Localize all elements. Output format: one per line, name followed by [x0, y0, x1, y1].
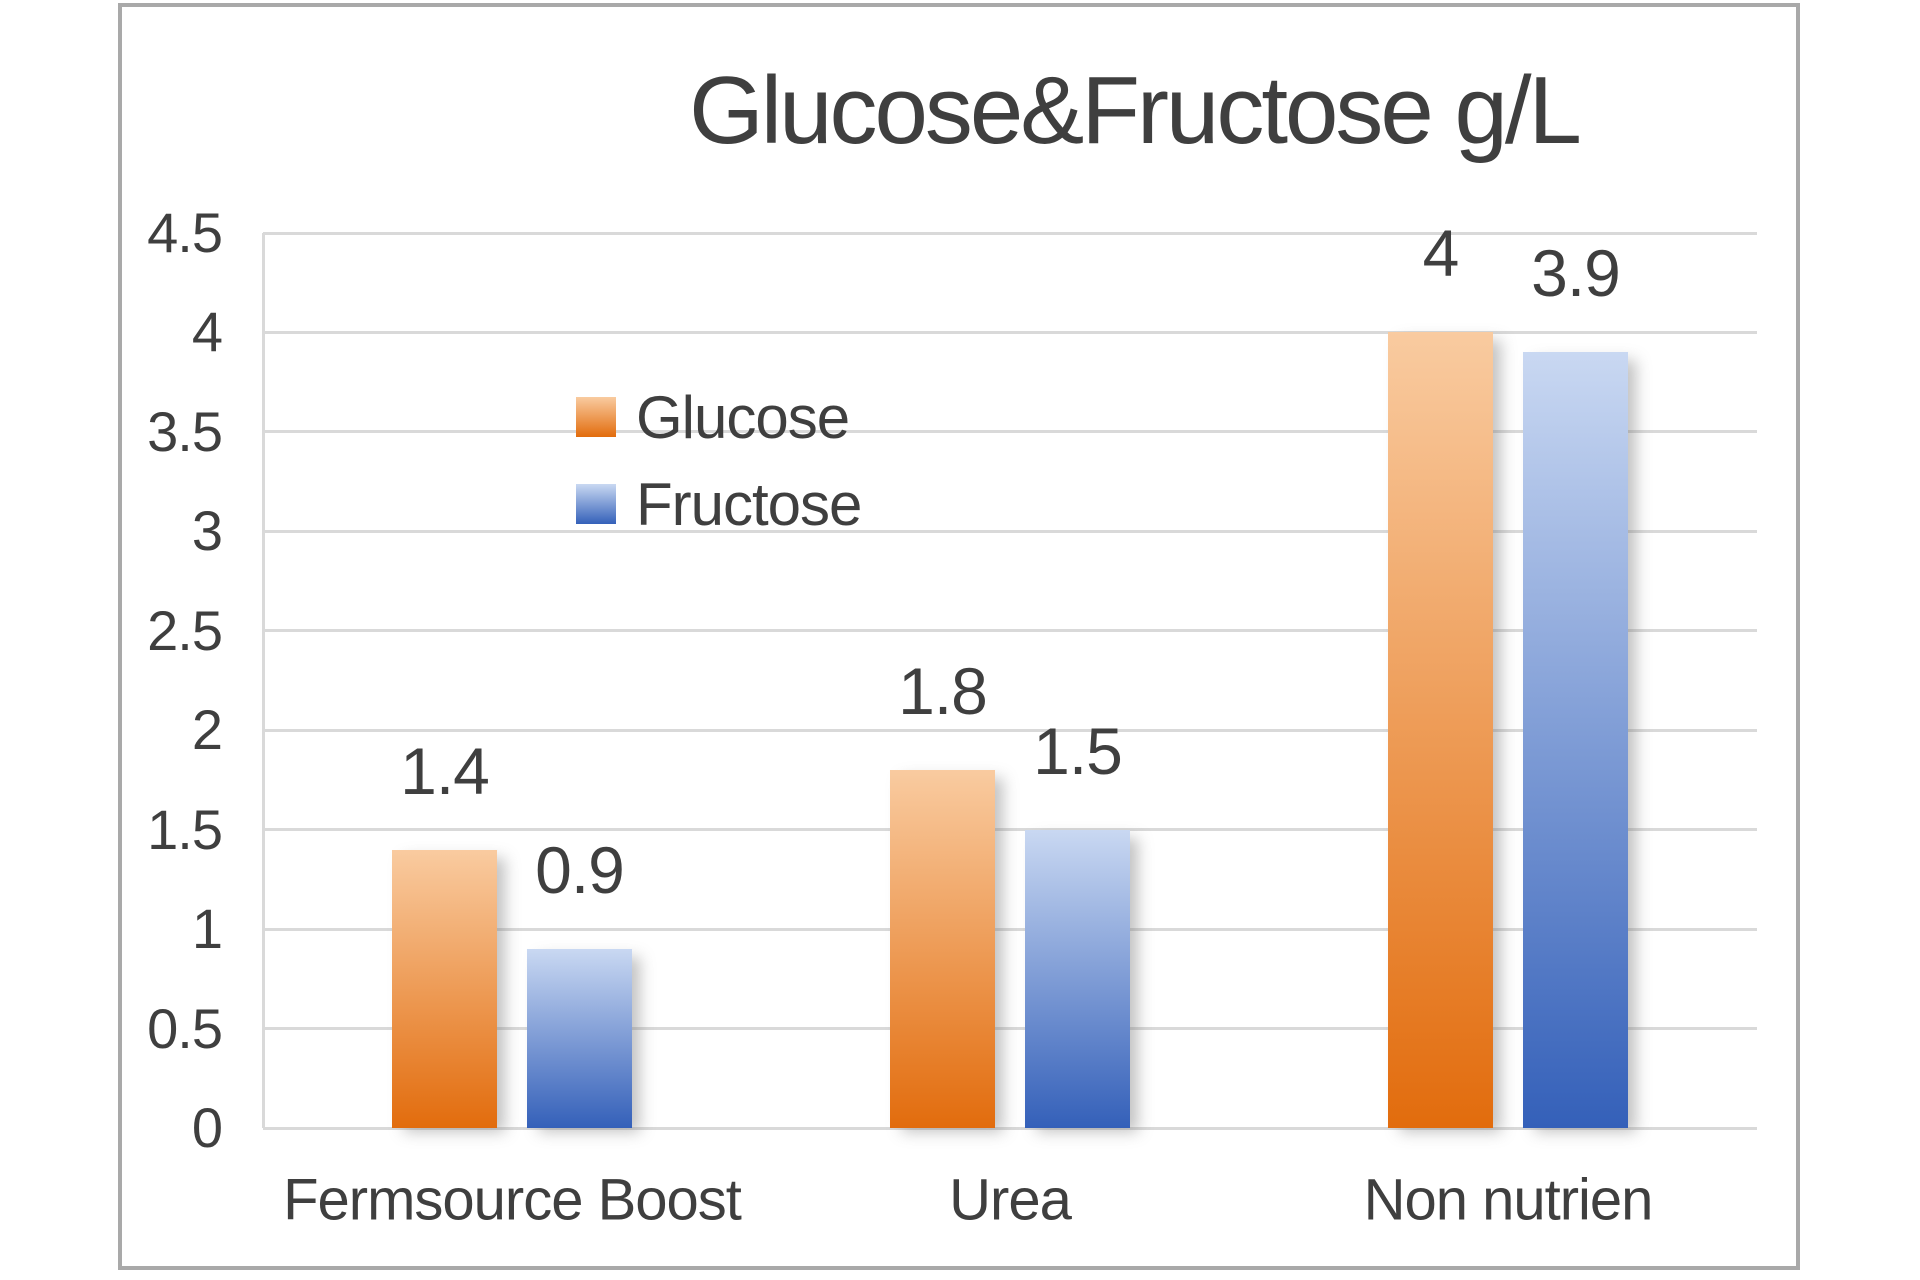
bar-fructose-1: [527, 949, 632, 1128]
y-axis-tick-label: 3: [191, 499, 223, 563]
y-axis-tick-label: 3.5: [147, 399, 223, 463]
legend-label-glucose: Glucose: [636, 383, 850, 451]
x-axis-category-label: Urea: [949, 1167, 1072, 1233]
y-axis-tick-label: 4.5: [147, 201, 223, 264]
glucose-swatch-icon: [576, 397, 616, 437]
data-label-fructose-3: 3.9: [1531, 236, 1621, 311]
y-axis-tick-label: 1: [191, 897, 223, 961]
data-label-glucose-3: 4: [1422, 216, 1460, 291]
y-axis-tick-label: 2: [191, 698, 223, 762]
gridline: [263, 1126, 1757, 1130]
gridline: [263, 430, 1757, 434]
chart-title: Glucose&Fructose g/L: [689, 57, 1582, 164]
fructose-swatch-icon: [576, 484, 616, 524]
bar-fructose-3: [1523, 352, 1628, 1128]
data-label-glucose-1: 1.4: [400, 733, 490, 808]
y-axis-tick-label: 1.5: [147, 797, 223, 861]
gridline: [263, 629, 1757, 633]
gridline: [263, 1027, 1757, 1031]
gridline: [263, 927, 1757, 931]
gridline: [263, 828, 1757, 832]
y-axis-tick-label: 0: [191, 1096, 223, 1159]
y-axis-tick-label: 0.5: [147, 996, 223, 1060]
legend-item-glucose: Glucose: [576, 384, 861, 451]
legend-label-fructose: Fructose: [636, 470, 862, 538]
legend-item-fructose: Fructose: [576, 471, 862, 538]
y-axis-line: [262, 233, 265, 1128]
gridline: [263, 330, 1757, 334]
bar-glucose-3: [1388, 332, 1493, 1128]
data-label-fructose-2: 1.5: [1033, 713, 1123, 788]
data-label-glucose-2: 1.8: [898, 654, 988, 728]
x-axis-category-label: Non nutrien: [1363, 1167, 1654, 1233]
legend: Glucose Fructose: [576, 384, 862, 538]
gridline: [263, 728, 1757, 732]
x-axis-category-label: Fermsource Boost: [283, 1167, 742, 1233]
bar-glucose-1: [392, 849, 497, 1128]
gridline: [263, 529, 1757, 533]
data-label-fructose-1: 0.9: [535, 833, 625, 907]
gridline: [263, 231, 1757, 235]
bar-fructose-2: [1025, 829, 1130, 1128]
y-axis-tick-label: 2.5: [147, 598, 223, 662]
y-axis-tick-label: 4: [191, 300, 223, 364]
bar-glucose-2: [890, 770, 995, 1128]
